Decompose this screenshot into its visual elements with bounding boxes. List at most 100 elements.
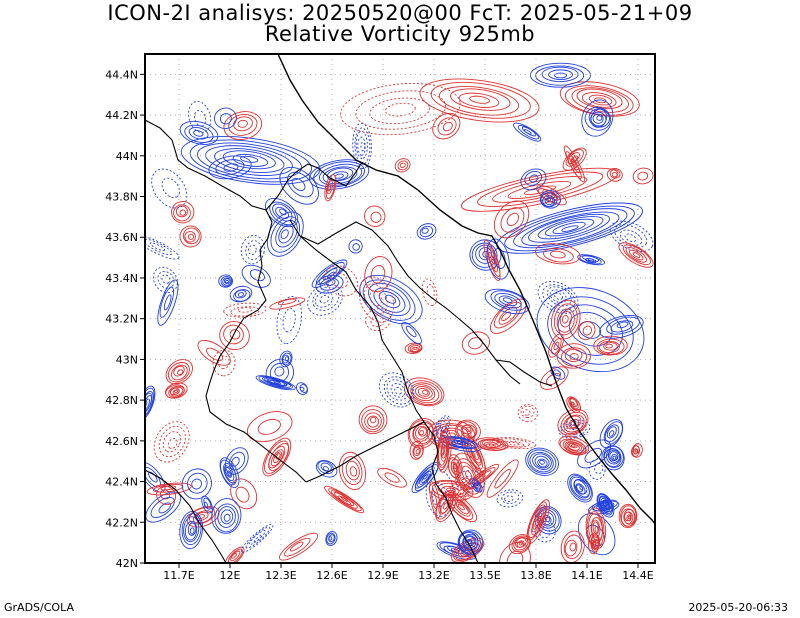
vorticity-contour (546, 286, 572, 307)
vorticity-contour (517, 125, 540, 140)
vorticity-contour (567, 152, 580, 165)
lat-lon-grid (145, 54, 655, 563)
vorticity-contour (430, 81, 531, 119)
vorticity-contour (453, 464, 457, 469)
vorticity-contour (440, 500, 450, 514)
vorticity-contour (568, 311, 613, 347)
vorticity-contour (255, 375, 296, 391)
vorticity-contour (284, 537, 311, 557)
vorticity-contour (153, 421, 190, 463)
vorticity-contour (274, 366, 285, 377)
vorticity-contour (603, 342, 618, 351)
vorticity-contour (319, 294, 330, 304)
vorticity-contour (517, 404, 539, 423)
vorticity-contour (627, 515, 631, 520)
vorticity-contour (453, 452, 485, 498)
vorticity-contour (437, 425, 444, 434)
vorticity-contour (486, 459, 519, 498)
vorticity-contour (165, 359, 193, 385)
vorticity-contour (624, 233, 637, 243)
vorticity-contour (394, 158, 411, 173)
vorticity-contour (328, 534, 335, 543)
vorticity-contour (223, 513, 231, 522)
vorticity-contour (331, 272, 349, 289)
vorticity-contour (355, 90, 447, 130)
vorticity-contour (182, 227, 200, 245)
vorticity-contour (223, 111, 263, 140)
vorticity-contour (496, 489, 524, 508)
map-title: ICON-2I analisys: 20250520@00 FcT: 2025-… (107, 1, 693, 25)
vorticity-contour (264, 377, 288, 387)
vorticity-contour (566, 396, 582, 413)
vorticity-contour (569, 542, 577, 552)
vorticity-contour (231, 456, 240, 467)
vorticity-contour (449, 481, 469, 505)
vorticity-contour (479, 439, 504, 450)
vorticity-contour (526, 501, 548, 541)
vorticity-contour (568, 418, 580, 429)
vorticity-contour (184, 520, 198, 541)
vorticity-contour (341, 456, 363, 486)
vorticity-contour (571, 444, 576, 448)
vorticity-contour (548, 333, 564, 358)
vorticity-contour (276, 296, 303, 345)
marche-abruzzo-border (299, 221, 521, 385)
vorticity-contour (394, 386, 403, 395)
vorticity-contour (383, 376, 413, 405)
vorticity-contour (553, 369, 562, 377)
vorticity-contour (357, 136, 366, 156)
vorticity-contour (554, 292, 564, 300)
vorticity-contour (324, 485, 365, 514)
lon-tick-label: 12.6E (316, 569, 347, 582)
vorticity-contour (544, 197, 554, 206)
vorticity-contour (576, 88, 623, 110)
vorticity-contour (405, 325, 417, 338)
lon-tick-label: 14.4E (622, 569, 653, 582)
vorticity-contour (149, 242, 166, 252)
vorticity-contour (504, 495, 514, 503)
vorticity-contour (596, 502, 613, 510)
vorticity-contour (598, 340, 620, 354)
vorticity-contour (461, 331, 491, 355)
vorticity-contour (620, 505, 637, 527)
vorticity-contour (167, 362, 190, 383)
vorticity-contour (588, 94, 613, 106)
vorticity-contour (248, 244, 257, 256)
vorticity-contour (275, 219, 298, 248)
vorticity-contour (278, 224, 294, 244)
vorticity-contour (145, 238, 173, 256)
vorticity-contour (145, 385, 156, 422)
vorticity-contour (224, 466, 233, 478)
vorticity-contour (548, 69, 574, 80)
vorticity-contour (562, 314, 569, 324)
vorticity-contour (246, 411, 293, 443)
vorticity-contour (170, 364, 188, 381)
vorticity-contour (326, 167, 354, 182)
vorticity-contour (187, 472, 208, 494)
vorticity-contour (358, 276, 395, 323)
vorticity-contour (465, 426, 472, 433)
vorticity-contour (409, 345, 421, 353)
vorticity-contour (345, 460, 360, 481)
vorticity-contour (177, 369, 184, 376)
vorticity-contour (145, 400, 148, 407)
vorticity-contour (458, 531, 481, 554)
vorticity-contour (608, 430, 615, 437)
vorticity-contour (327, 184, 332, 192)
vorticity-contour (280, 229, 289, 240)
lon-tick-label: 13.5E (469, 569, 500, 582)
vorticity-contour (618, 503, 638, 529)
vorticity-contour (609, 451, 619, 462)
vorticity-contour (348, 239, 363, 254)
vorticity-contour (193, 130, 204, 137)
vorticity-contour (557, 304, 623, 356)
vorticity-contour (535, 65, 585, 86)
vorticity-contour (496, 202, 643, 254)
vorticity-contour (279, 350, 293, 368)
vorticity-contour (157, 270, 175, 289)
vorticity-contour (570, 476, 590, 499)
vorticity-contour (223, 302, 267, 318)
vorticity-contour (161, 274, 171, 284)
vorticity-contour (324, 174, 337, 202)
vorticity-contour (456, 458, 482, 495)
